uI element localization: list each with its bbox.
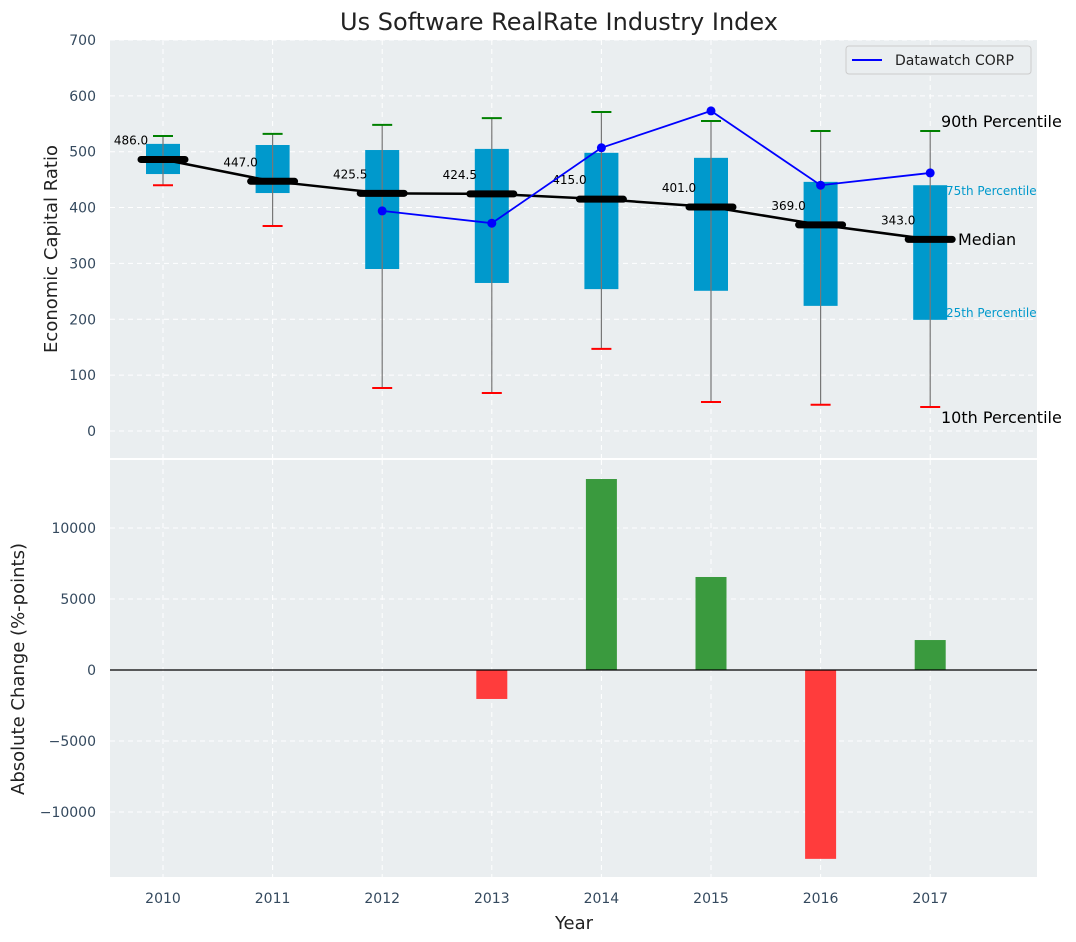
x-tick-label: 2014 bbox=[584, 891, 620, 907]
chart-title: Us Software RealRate Industry Index bbox=[340, 8, 778, 36]
bar-negative bbox=[805, 670, 837, 859]
top-marks: 486.0 447.0 425.5 424.5 415.0 401.0 369.0 343.0 bbox=[114, 106, 956, 408]
bottom-y-tick-label: 0 bbox=[87, 663, 96, 679]
bottom-y-tick-label: 10000 bbox=[51, 521, 96, 537]
annotation-p10: 10th Percentile bbox=[941, 408, 1062, 427]
median-value-label: 369.0 bbox=[771, 199, 805, 213]
median-value-label: 415.0 bbox=[552, 173, 586, 187]
top-y-ticks: 0 100 200 300 400 500 600 700 bbox=[69, 33, 96, 440]
bar-positive bbox=[585, 479, 617, 670]
bottom-plot-background bbox=[110, 460, 1037, 877]
top-panel: 0 100 200 300 400 500 600 700 486.0 447.0 425.5 42… bbox=[41, 33, 1062, 458]
bottom-y-ticks: −10000 −5000 0 5000 10000 bbox=[40, 521, 96, 821]
annotation-median: Median bbox=[958, 230, 1016, 249]
datawatch-point bbox=[487, 218, 497, 228]
top-y-tick-label: 300 bbox=[69, 256, 96, 272]
top-y-tick-label: 0 bbox=[87, 424, 96, 440]
median-value-label: 343.0 bbox=[881, 213, 915, 227]
bottom-marks bbox=[110, 479, 1037, 859]
median-value-label: 486.0 bbox=[114, 134, 148, 148]
x-ticks: 2010 2011 2012 2013 2014 2015 2016 2017 bbox=[145, 891, 948, 907]
datawatch-point bbox=[925, 168, 935, 178]
bottom-y-axis-label: Absolute Change (%-points) bbox=[8, 543, 29, 795]
top-y-tick-label: 700 bbox=[69, 33, 96, 49]
x-tick-label: 2016 bbox=[803, 891, 839, 907]
datawatch-point bbox=[596, 143, 606, 153]
bottom-y-tick-label: 5000 bbox=[60, 592, 96, 608]
top-y-tick-label: 200 bbox=[69, 312, 96, 328]
top-plot-background bbox=[110, 40, 1037, 458]
datawatch-point bbox=[377, 206, 387, 216]
bottom-y-tick-label: −10000 bbox=[40, 805, 96, 821]
legend-box bbox=[845, 45, 1032, 75]
x-axis-label: Year bbox=[554, 913, 594, 934]
top-y-tick-label: 500 bbox=[69, 145, 96, 161]
x-tick-label: 2011 bbox=[255, 891, 291, 907]
annotation-p25: 25th Percentile bbox=[946, 306, 1037, 320]
median-value-label: 401.0 bbox=[662, 181, 696, 195]
top-y-axis-label: Economic Capital Ratio bbox=[41, 145, 62, 353]
median-value-label: 447.0 bbox=[223, 155, 257, 169]
datawatch-point bbox=[816, 180, 826, 190]
bottom-y-tick-label: −5000 bbox=[49, 734, 96, 750]
legend: Datawatch CORP bbox=[845, 45, 1032, 75]
x-tick-label: 2015 bbox=[693, 891, 729, 907]
annotation-p75: 75th Percentile bbox=[946, 184, 1037, 198]
x-tick-label: 2017 bbox=[912, 891, 948, 907]
x-tick-label: 2012 bbox=[364, 891, 400, 907]
bar-negative bbox=[476, 670, 508, 699]
bar-positive bbox=[695, 576, 727, 670]
x-tick-label: 2013 bbox=[474, 891, 510, 907]
annotation-p90: 90th Percentile bbox=[941, 112, 1062, 131]
x-tick-label: 2010 bbox=[145, 891, 181, 907]
datawatch-line bbox=[382, 109, 931, 225]
bar-positive bbox=[914, 640, 946, 670]
datawatch-point bbox=[706, 106, 716, 116]
median-value-label: 424.5 bbox=[443, 168, 477, 182]
top-y-tick-label: 100 bbox=[69, 368, 96, 384]
top-y-tick-label: 400 bbox=[69, 201, 96, 217]
median-value-label: 425.5 bbox=[333, 167, 367, 181]
legend-label-datawatch: Datawatch CORP bbox=[895, 53, 1014, 69]
top-y-tick-label: 600 bbox=[69, 89, 96, 105]
